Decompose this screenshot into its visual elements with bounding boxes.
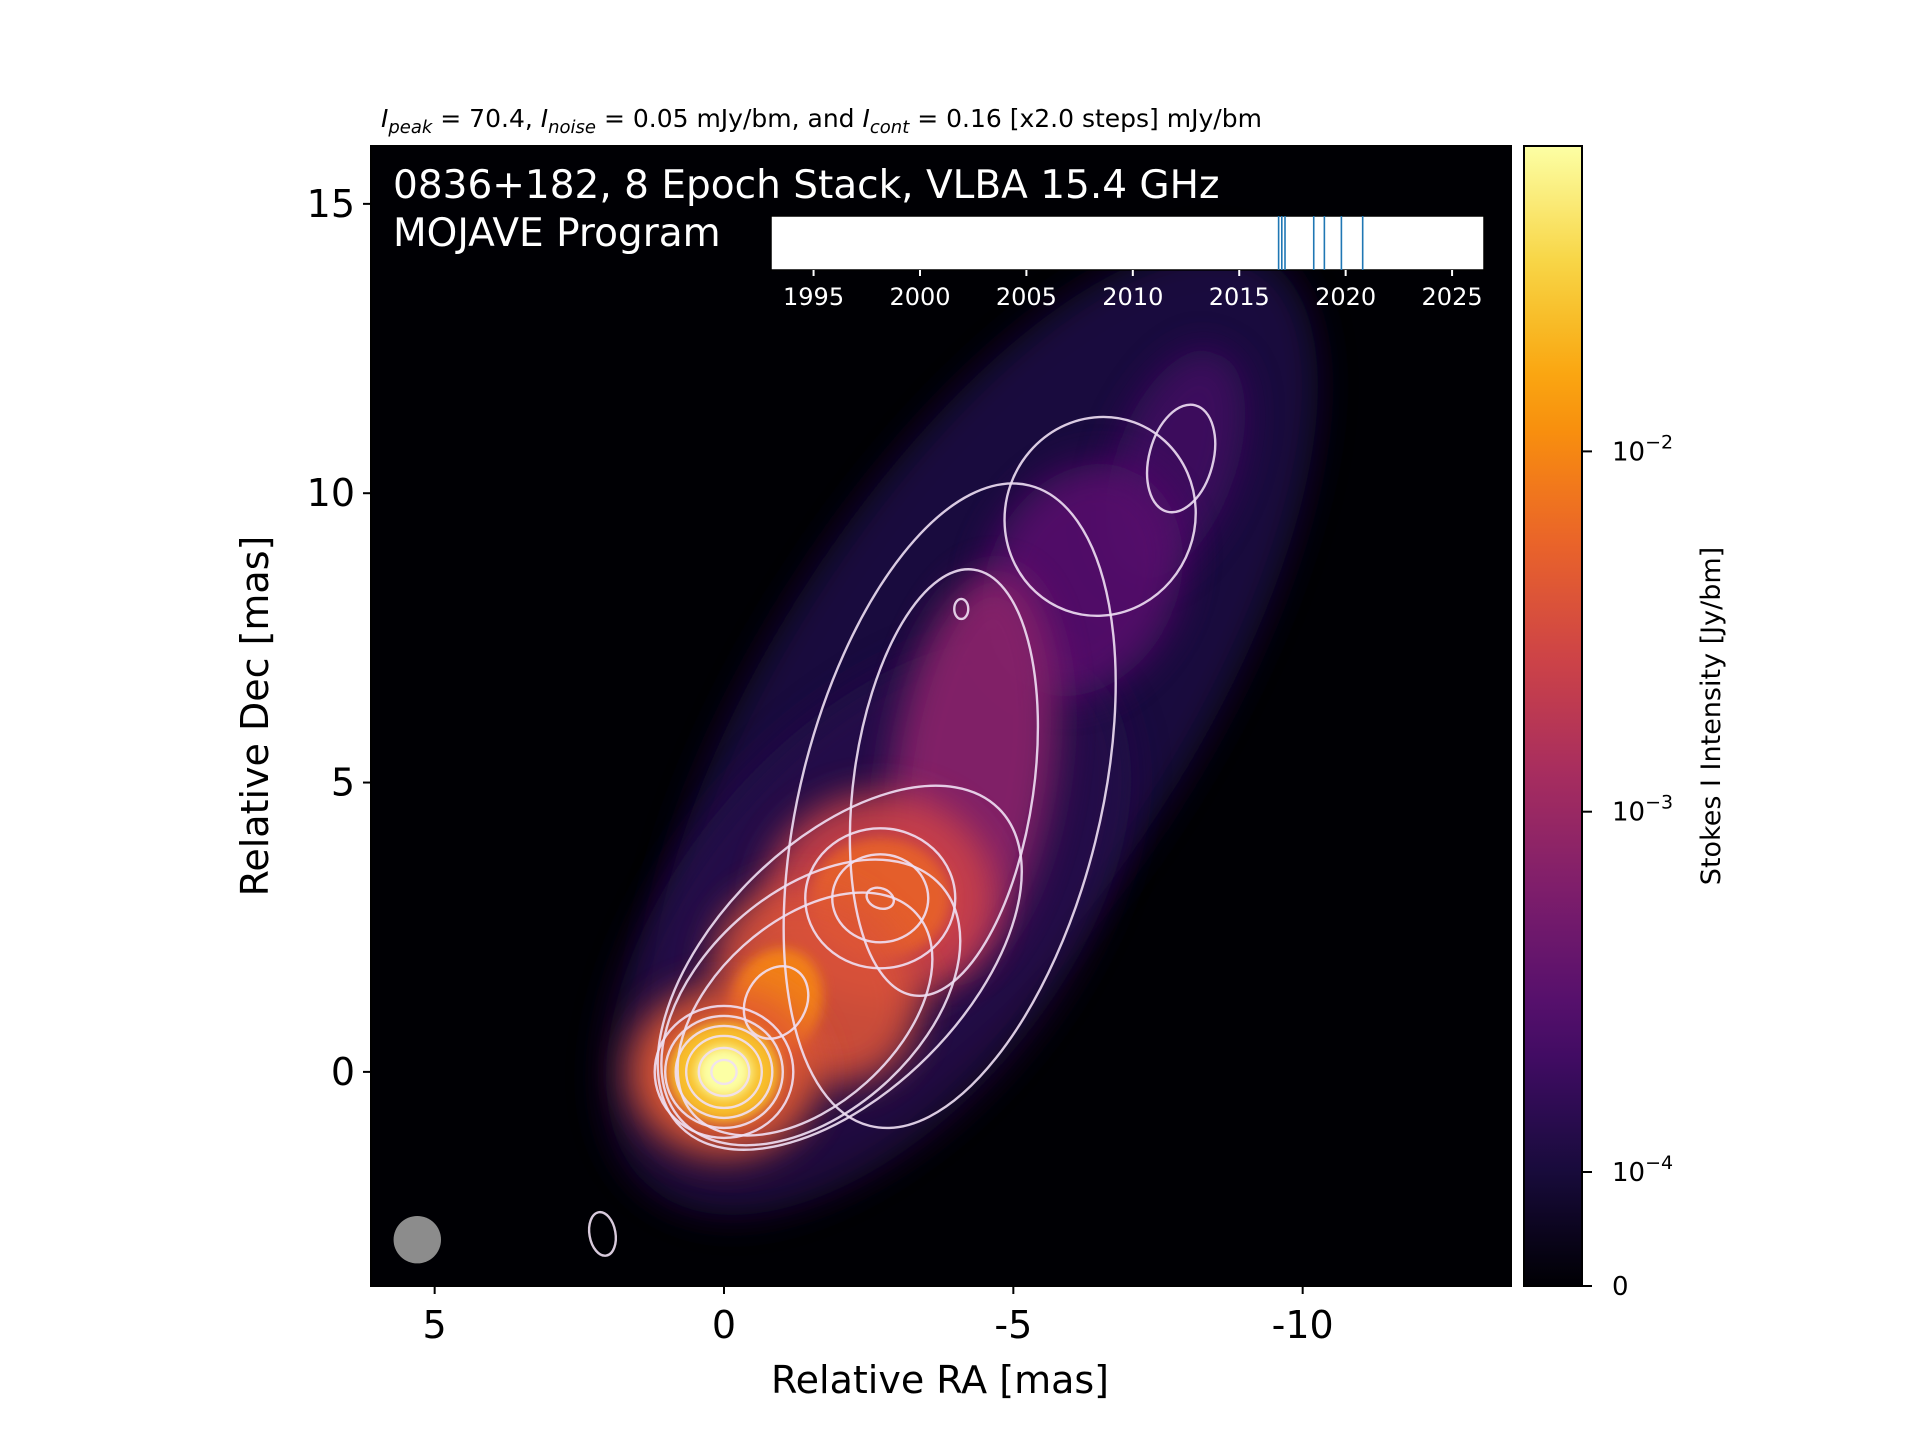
timeline-tick-label: 1995	[783, 283, 844, 311]
contour-core	[684, 1034, 763, 1110]
overlay-title-line1: 0836+182, 8 Epoch Stack, VLBA 15.4 GHz	[393, 163, 1219, 208]
colorbar-tick-label: 10−2	[1612, 431, 1673, 467]
colorbar-tick-label: 0	[1612, 1272, 1629, 1302]
image-panel: 5 0 -5 -10 0 5 10 15	[307, 145, 1512, 1347]
x-tick-label: 0	[712, 1303, 736, 1347]
y-axis-label: Relative Dec [mas]	[233, 536, 277, 897]
colorbar-ticks: 10−2 10−3 10−4 0	[1582, 431, 1673, 1302]
timeline-box	[770, 215, 1485, 271]
x-tick-label: 5	[423, 1303, 447, 1347]
colorbar-bar	[1523, 145, 1583, 1287]
epoch-lines	[1277, 216, 1364, 270]
contour-knot	[865, 886, 896, 911]
x-axis-ticks: 5 0 -5 -10	[423, 1286, 1334, 1347]
beam-ellipse	[393, 1215, 442, 1264]
contour-core	[697, 1046, 751, 1098]
timeline-tick-label: 2020	[1315, 283, 1376, 311]
core-peak	[695, 1045, 752, 1098]
contour-core	[674, 1024, 774, 1120]
contour-jet	[848, 568, 1040, 998]
y-axis-ticks: 0 5 10 15	[307, 182, 371, 1094]
y-tick-label: 5	[331, 761, 355, 805]
contour-knot	[804, 827, 957, 970]
contour-core	[710, 1058, 738, 1086]
timeline-ticks: 1995 2000 2005 2010 2015 2020 2025	[783, 270, 1483, 311]
image-frame	[370, 145, 1512, 1287]
contour-envelope	[656, 784, 1023, 1151]
colorbar-label: Stokes I Intensity [Jy/bm]	[1696, 547, 1727, 885]
timeline-tick-label: 2005	[996, 283, 1057, 311]
x-axis-label: Relative RA [mas]	[771, 1358, 1109, 1402]
y-tick-label: 15	[307, 182, 355, 226]
contour-core	[653, 1004, 795, 1140]
x-tick-label: -10	[1272, 1303, 1334, 1347]
timeline-tick-label: 2015	[1209, 283, 1270, 311]
timeline-tick-label: 2000	[889, 283, 950, 311]
contour-core	[663, 1014, 784, 1130]
contour-jet	[1003, 415, 1197, 617]
contour-noise	[587, 1210, 618, 1257]
contour-jet	[782, 482, 1117, 1130]
contour-knot	[742, 965, 810, 1040]
y-tick-label: 10	[307, 471, 355, 515]
colorbar-tick-label: 10−3	[1612, 792, 1673, 828]
contour-envelope	[676, 891, 934, 1137]
colorbar: 10−2 10−3 10−4 0 Stokes I Intensity [Jy/bm]	[1523, 145, 1727, 1302]
x-tick-label: -5	[994, 1303, 1032, 1347]
epoch-timeline-inset: 1995 2000 2005 2010 2015 2020 2025	[770, 215, 1485, 311]
header-text: Ipeak = 70.4, Inoise = 0.05 mJy/bm, and …	[381, 104, 1262, 138]
contour-jet	[1145, 403, 1217, 514]
y-tick-label: 0	[331, 1050, 355, 1094]
contour-knot	[831, 853, 930, 944]
timeline-tick-label: 2010	[1102, 283, 1163, 311]
contour-layer	[587, 403, 1217, 1257]
contour-envelope	[660, 858, 962, 1147]
colorbar-tick-label: 10−4	[1612, 1152, 1673, 1188]
timeline-tick-label: 2025	[1422, 283, 1483, 311]
overlay-title-line2: MOJAVE Program	[393, 211, 721, 256]
contour-jet	[953, 597, 970, 621]
